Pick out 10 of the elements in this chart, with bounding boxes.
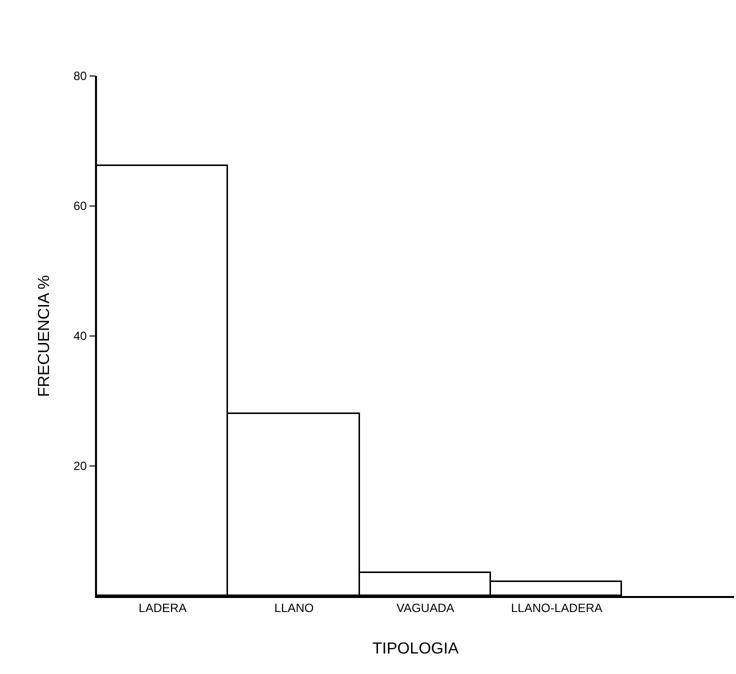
x-tick-label: VAGUADA: [396, 601, 454, 616]
x-tick-label: LADERA: [138, 601, 187, 616]
x-tick-label: LLANO-LADERA: [511, 601, 602, 616]
x-axis-title: TIPOLOGIA: [372, 640, 459, 658]
y-tick-label: 40: [73, 329, 88, 344]
y-axis-title: FRECUENCIA %: [36, 275, 53, 397]
y-tick-label: 60: [73, 199, 88, 214]
x-tick-label: LLANO: [274, 601, 314, 616]
y-tick-label: 20: [73, 459, 88, 474]
y-tick-label: 80: [73, 69, 88, 84]
